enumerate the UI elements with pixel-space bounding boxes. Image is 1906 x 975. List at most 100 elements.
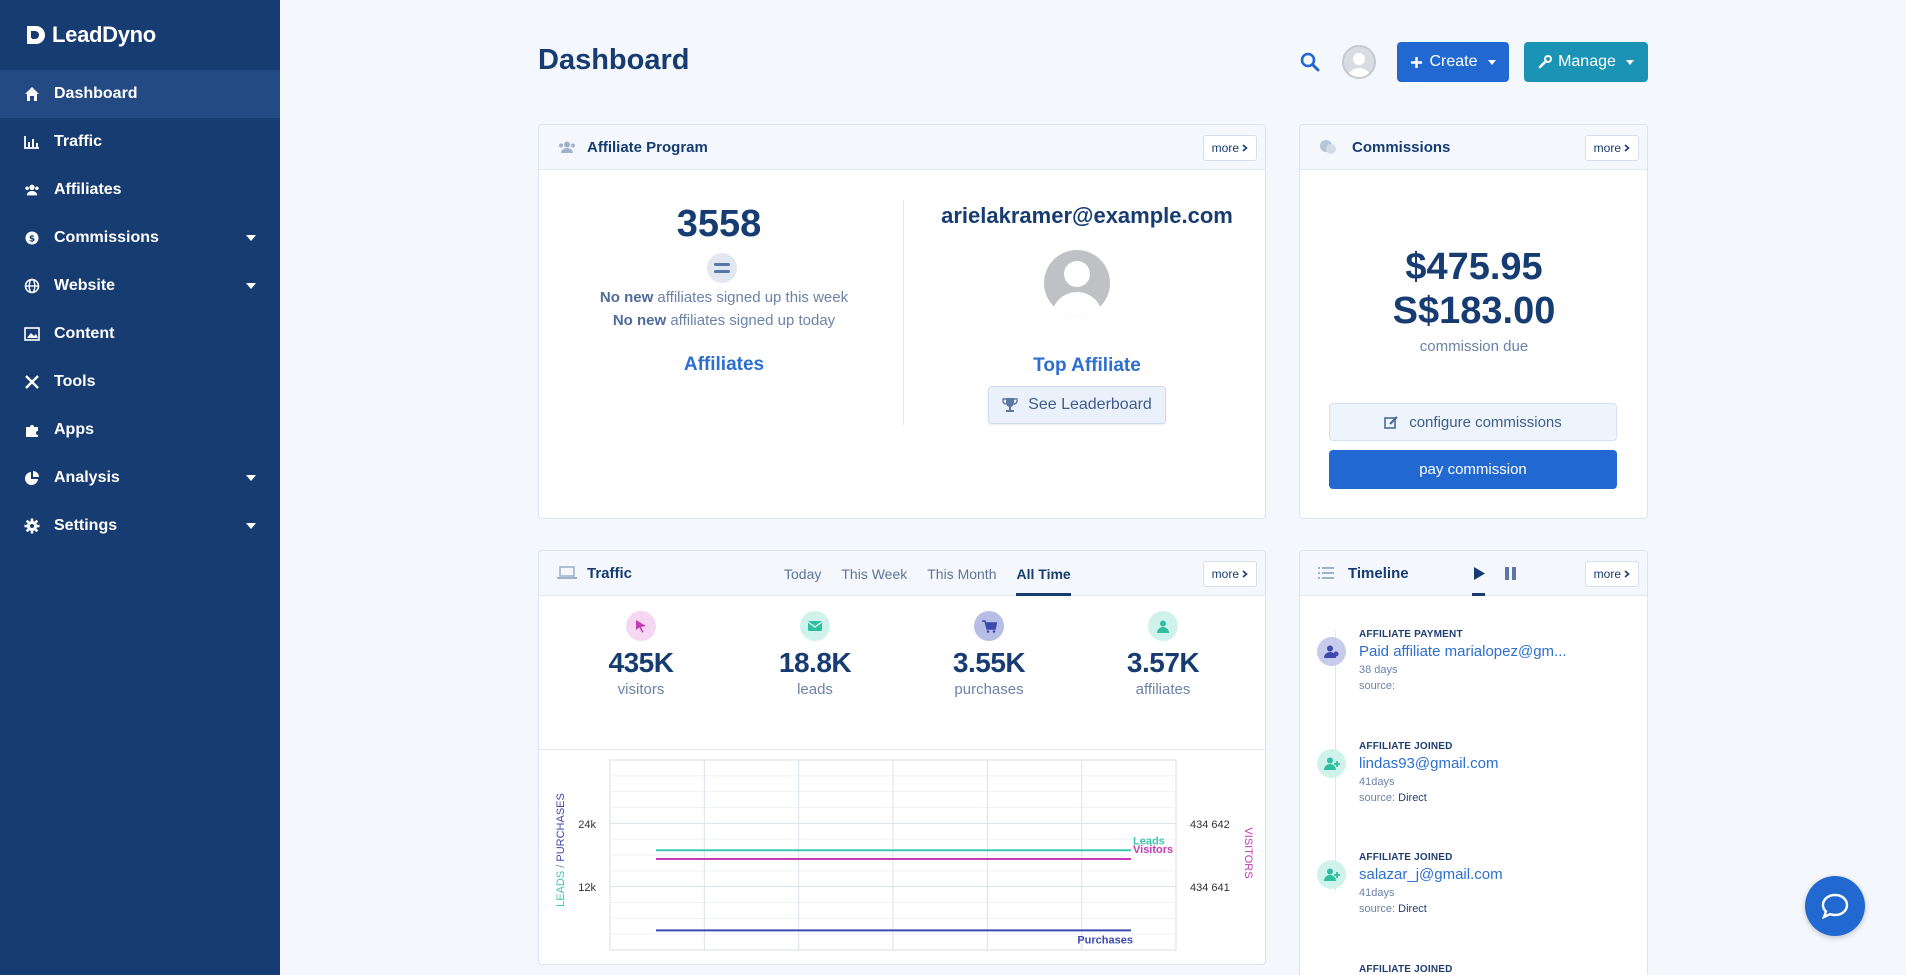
cursor-icon	[626, 611, 656, 641]
image-icon	[24, 326, 40, 342]
create-button[interactable]: Create	[1397, 42, 1509, 82]
metric-label: purchases	[954, 681, 1024, 698]
more-label: more	[1593, 141, 1621, 155]
search-icon[interactable]	[1300, 51, 1320, 73]
sidebar-item-analysis[interactable]: Analysis	[0, 454, 280, 502]
sidebar-item-dashboard[interactable]: Dashboard	[0, 70, 280, 118]
timeline-item-body: AFFILIATE PAYMENT Paid affiliate marialo…	[1359, 629, 1609, 692]
timeline-item-body: AFFILIATE JOINED	[1359, 964, 1609, 975]
timeline-item-age: 38 days	[1359, 664, 1398, 676]
manage-button[interactable]: Manage	[1524, 42, 1648, 82]
chevron-down-icon	[246, 235, 256, 241]
coins-icon: $	[24, 230, 40, 246]
sidebar-item-traffic[interactable]: Traffic	[0, 118, 280, 166]
sidebar-item-label: Dashboard	[54, 85, 138, 102]
chat-help-button[interactable]	[1805, 876, 1865, 936]
play-button[interactable]	[1473, 551, 1485, 596]
y-right-tick: 434 642	[1190, 819, 1230, 831]
commission-amount-sgd: S$183.00	[1392, 290, 1556, 332]
y-left-tick: 12k	[578, 882, 596, 894]
sidebar-item-label: Website	[54, 277, 116, 294]
timeline-item-body: AFFILIATE JOINED lindas93@gmail.com 41da…	[1359, 741, 1609, 804]
sidebar: LeadDyno Dashboard Traffic Affiliates $ …	[0, 0, 280, 975]
card-title: Timeline	[1348, 564, 1409, 582]
metric-purchases[interactable]: 3.55K purchases	[914, 611, 1064, 698]
tab-all-time[interactable]: All Time	[1016, 551, 1071, 596]
pay-commission-label: pay commission	[1419, 461, 1527, 478]
see-leaderboard-button[interactable]: See Leaderboard	[988, 386, 1166, 424]
tab-today[interactable]: Today	[784, 565, 822, 582]
commissions-card: Commissions more $475.95 S$183.00 commis…	[1299, 124, 1648, 519]
user-payment-icon	[1317, 637, 1346, 666]
chevron-right-icon	[1242, 144, 1248, 152]
chevron-right-icon	[1624, 144, 1630, 152]
y-left-tick: 24k	[578, 819, 596, 831]
avatar-placeholder-icon	[1347, 53, 1371, 77]
top-affiliate-email: arielakramer@example.com	[941, 203, 1233, 228]
no-new-bold: No new	[612, 312, 667, 329]
metric-value: 3.55K	[952, 647, 1026, 678]
timeline-card: Timeline more AFFILIATE PAYMENT Paid aff…	[1299, 550, 1648, 975]
today-text: affiliates signed up today	[666, 312, 836, 329]
chevron-down-icon	[1487, 59, 1496, 65]
chevron-right-icon	[1242, 570, 1248, 578]
top-affiliate-avatar	[1044, 250, 1110, 316]
more-button[interactable]: more	[1202, 135, 1257, 161]
app-logo[interactable]: LeadDyno	[0, 0, 280, 70]
user-icon	[1148, 611, 1178, 641]
y-axis-left-label-purchases: PURCHASES	[555, 793, 567, 861]
metric-label: leads	[797, 681, 833, 698]
user-plus-icon	[1317, 860, 1346, 889]
timeline-item-type: AFFILIATE JOINED	[1359, 741, 1453, 752]
tools-icon	[24, 374, 40, 390]
more-button[interactable]: more	[1584, 561, 1639, 587]
user-avatar[interactable]	[1342, 45, 1376, 79]
commission-amount-usd: $475.95	[1405, 246, 1543, 288]
leaddyno-logo-icon	[27, 26, 45, 44]
more-button[interactable]: more	[1202, 561, 1257, 587]
y-axis-left-label: LEADS / PURCHASES	[555, 793, 567, 907]
tab-this-week[interactable]: This Week	[841, 565, 908, 582]
metric-visitors[interactable]: 435K visitors	[566, 611, 716, 698]
sidebar-item-website[interactable]: Website	[0, 262, 280, 310]
pie-chart-icon	[24, 470, 40, 486]
sidebar-item-label: Traffic	[54, 133, 103, 150]
y-right-tick: 434 641	[1190, 882, 1230, 894]
affiliates-link[interactable]: Affiliates	[683, 354, 765, 375]
sidebar-item-label: Affiliates	[54, 181, 122, 198]
timeline-item-title[interactable]: salazar_j@gmail.com	[1359, 866, 1503, 883]
app-name: LeadDyno	[52, 22, 156, 47]
sidebar-item-commissions[interactable]: $ Commissions	[0, 214, 280, 262]
tab-this-month[interactable]: This Month	[927, 565, 997, 582]
chart-grid	[609, 759, 1177, 951]
sidebar-item-settings[interactable]: Settings	[0, 502, 280, 550]
bar-chart-icon	[24, 134, 40, 150]
top-affiliate-label[interactable]: Top Affiliate	[1033, 355, 1141, 376]
globe-icon	[24, 278, 40, 294]
timeline-item-title[interactable]: Paid affiliate marialopez@gm...	[1359, 643, 1567, 660]
y-axis-left-label-leads: LEADS	[555, 871, 567, 907]
metric-leads[interactable]: 18.8K leads	[740, 611, 890, 698]
source-value: Direct	[1398, 903, 1427, 915]
sidebar-item-content[interactable]: Content	[0, 310, 280, 358]
pause-button[interactable]	[1505, 551, 1516, 596]
timeline-item-body: AFFILIATE JOINED salazar_j@gmail.com 41d…	[1359, 852, 1609, 915]
affiliate-program-card: Affiliate Program more 3558 No new affil…	[538, 124, 1266, 519]
sidebar-item-apps[interactable]: Apps	[0, 406, 280, 454]
sidebar-item-tools[interactable]: Tools	[0, 358, 280, 406]
chat-bubble-icon	[1821, 893, 1849, 919]
metric-affiliates[interactable]: 3.57K affiliates	[1088, 611, 1238, 698]
list-icon	[1318, 565, 1338, 581]
pay-commission-button[interactable]: pay commission	[1329, 450, 1617, 489]
timeline-item-age: 41days	[1359, 887, 1395, 899]
source-label: source:	[1359, 792, 1396, 804]
pause-icon	[1505, 567, 1516, 580]
sidebar-item-affiliates[interactable]: Affiliates	[0, 166, 280, 214]
user-plus-icon	[1317, 749, 1346, 778]
timeline-item-title[interactable]: lindas93@gmail.com	[1359, 755, 1499, 772]
gear-icon	[24, 518, 40, 534]
configure-commissions-button[interactable]: configure commissions	[1329, 403, 1617, 441]
more-button[interactable]: more	[1584, 135, 1639, 161]
card-title: Commissions	[1352, 138, 1451, 156]
y-axis-left-label-separator: /	[555, 862, 567, 871]
